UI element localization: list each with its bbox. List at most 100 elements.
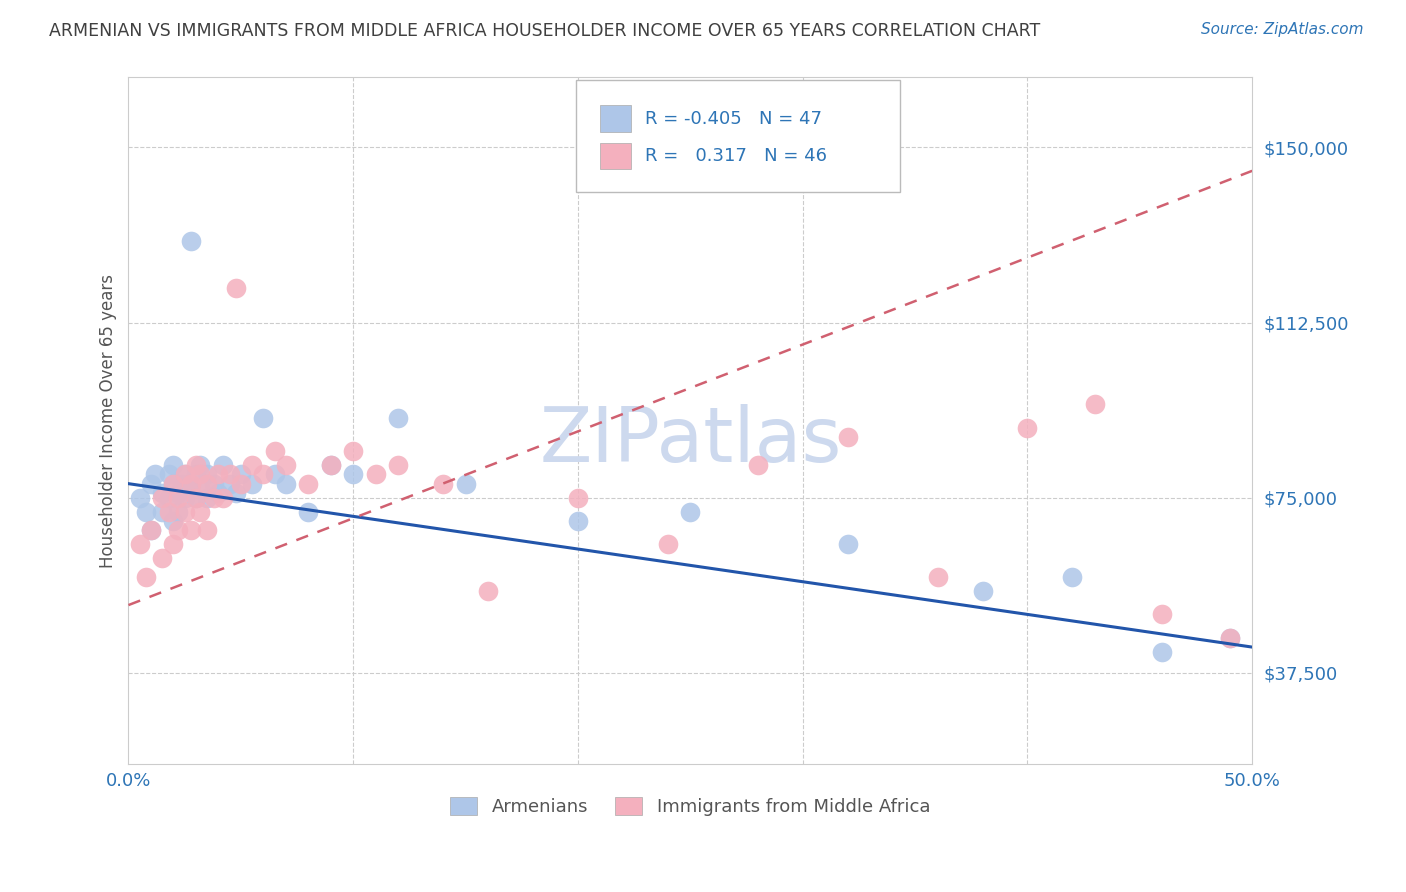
Point — [139, 476, 162, 491]
Point — [212, 458, 235, 472]
Point — [162, 514, 184, 528]
Point — [297, 505, 319, 519]
Point — [207, 467, 229, 482]
Point — [173, 467, 195, 482]
Point — [145, 467, 167, 482]
Point — [150, 505, 173, 519]
Text: R =   0.317   N = 46: R = 0.317 N = 46 — [645, 147, 827, 165]
Point — [157, 467, 180, 482]
Point — [679, 505, 702, 519]
Point — [567, 491, 589, 505]
Point — [190, 458, 212, 472]
Point — [172, 476, 194, 491]
Point — [225, 280, 247, 294]
Point — [167, 524, 190, 538]
Point — [229, 467, 252, 482]
Point — [195, 491, 218, 505]
Point — [218, 476, 240, 491]
Point — [150, 551, 173, 566]
Point — [167, 505, 190, 519]
Point — [252, 411, 274, 425]
Point — [184, 491, 207, 505]
Point — [263, 444, 285, 458]
Point — [297, 476, 319, 491]
Point — [162, 476, 184, 491]
Point — [128, 537, 150, 551]
Text: Source: ZipAtlas.com: Source: ZipAtlas.com — [1201, 22, 1364, 37]
Point — [139, 524, 162, 538]
Point — [135, 570, 157, 584]
Point — [263, 467, 285, 482]
Point — [190, 467, 212, 482]
Point — [190, 481, 212, 495]
Point — [229, 476, 252, 491]
Point — [180, 476, 202, 491]
Point — [184, 458, 207, 472]
Point — [1017, 420, 1039, 434]
Point — [432, 476, 454, 491]
Point — [319, 458, 342, 472]
Point — [162, 537, 184, 551]
Point — [180, 234, 202, 248]
Point — [212, 491, 235, 505]
Point — [207, 486, 229, 500]
Point — [364, 467, 387, 482]
Point — [157, 491, 180, 505]
Point — [972, 584, 994, 599]
Point — [162, 476, 184, 491]
Point — [167, 491, 190, 505]
Point — [167, 486, 190, 500]
Legend: Armenians, Immigrants from Middle Africa: Armenians, Immigrants from Middle Africa — [443, 790, 938, 823]
Point — [195, 467, 218, 482]
Point — [1062, 570, 1084, 584]
Point — [657, 537, 679, 551]
Point — [139, 524, 162, 538]
Point — [202, 476, 225, 491]
Point — [747, 458, 769, 472]
Point — [927, 570, 949, 584]
Point — [274, 458, 297, 472]
Point — [184, 491, 207, 505]
Point — [184, 467, 207, 482]
Text: R = -0.405   N = 47: R = -0.405 N = 47 — [645, 110, 823, 128]
Point — [837, 430, 859, 444]
Text: ZIPatlas: ZIPatlas — [538, 404, 842, 478]
Point — [180, 476, 202, 491]
Point — [387, 411, 409, 425]
Point — [128, 491, 150, 505]
Point — [240, 476, 263, 491]
Point — [195, 476, 218, 491]
Point — [157, 505, 180, 519]
Point — [240, 458, 263, 472]
Y-axis label: Householder Income Over 65 years: Householder Income Over 65 years — [100, 274, 117, 567]
Point — [477, 584, 499, 599]
Point — [454, 476, 477, 491]
Point — [1084, 397, 1107, 411]
Point — [1219, 631, 1241, 645]
Point — [342, 467, 364, 482]
Point — [342, 444, 364, 458]
Point — [837, 537, 859, 551]
Point — [173, 491, 195, 505]
Point — [1152, 607, 1174, 622]
Point — [173, 505, 195, 519]
Point — [135, 505, 157, 519]
Point — [190, 505, 212, 519]
Point — [202, 491, 225, 505]
Point — [162, 458, 184, 472]
Point — [150, 491, 173, 505]
Text: ARMENIAN VS IMMIGRANTS FROM MIDDLE AFRICA HOUSEHOLDER INCOME OVER 65 YEARS CORRE: ARMENIAN VS IMMIGRANTS FROM MIDDLE AFRIC… — [49, 22, 1040, 40]
Point — [319, 458, 342, 472]
Point — [173, 467, 195, 482]
Point — [225, 486, 247, 500]
Point — [218, 467, 240, 482]
Point — [1219, 631, 1241, 645]
Point — [567, 514, 589, 528]
Point — [195, 524, 218, 538]
Point — [150, 486, 173, 500]
Point — [387, 458, 409, 472]
Point — [1152, 645, 1174, 659]
Point — [274, 476, 297, 491]
Point — [252, 467, 274, 482]
Point — [180, 524, 202, 538]
